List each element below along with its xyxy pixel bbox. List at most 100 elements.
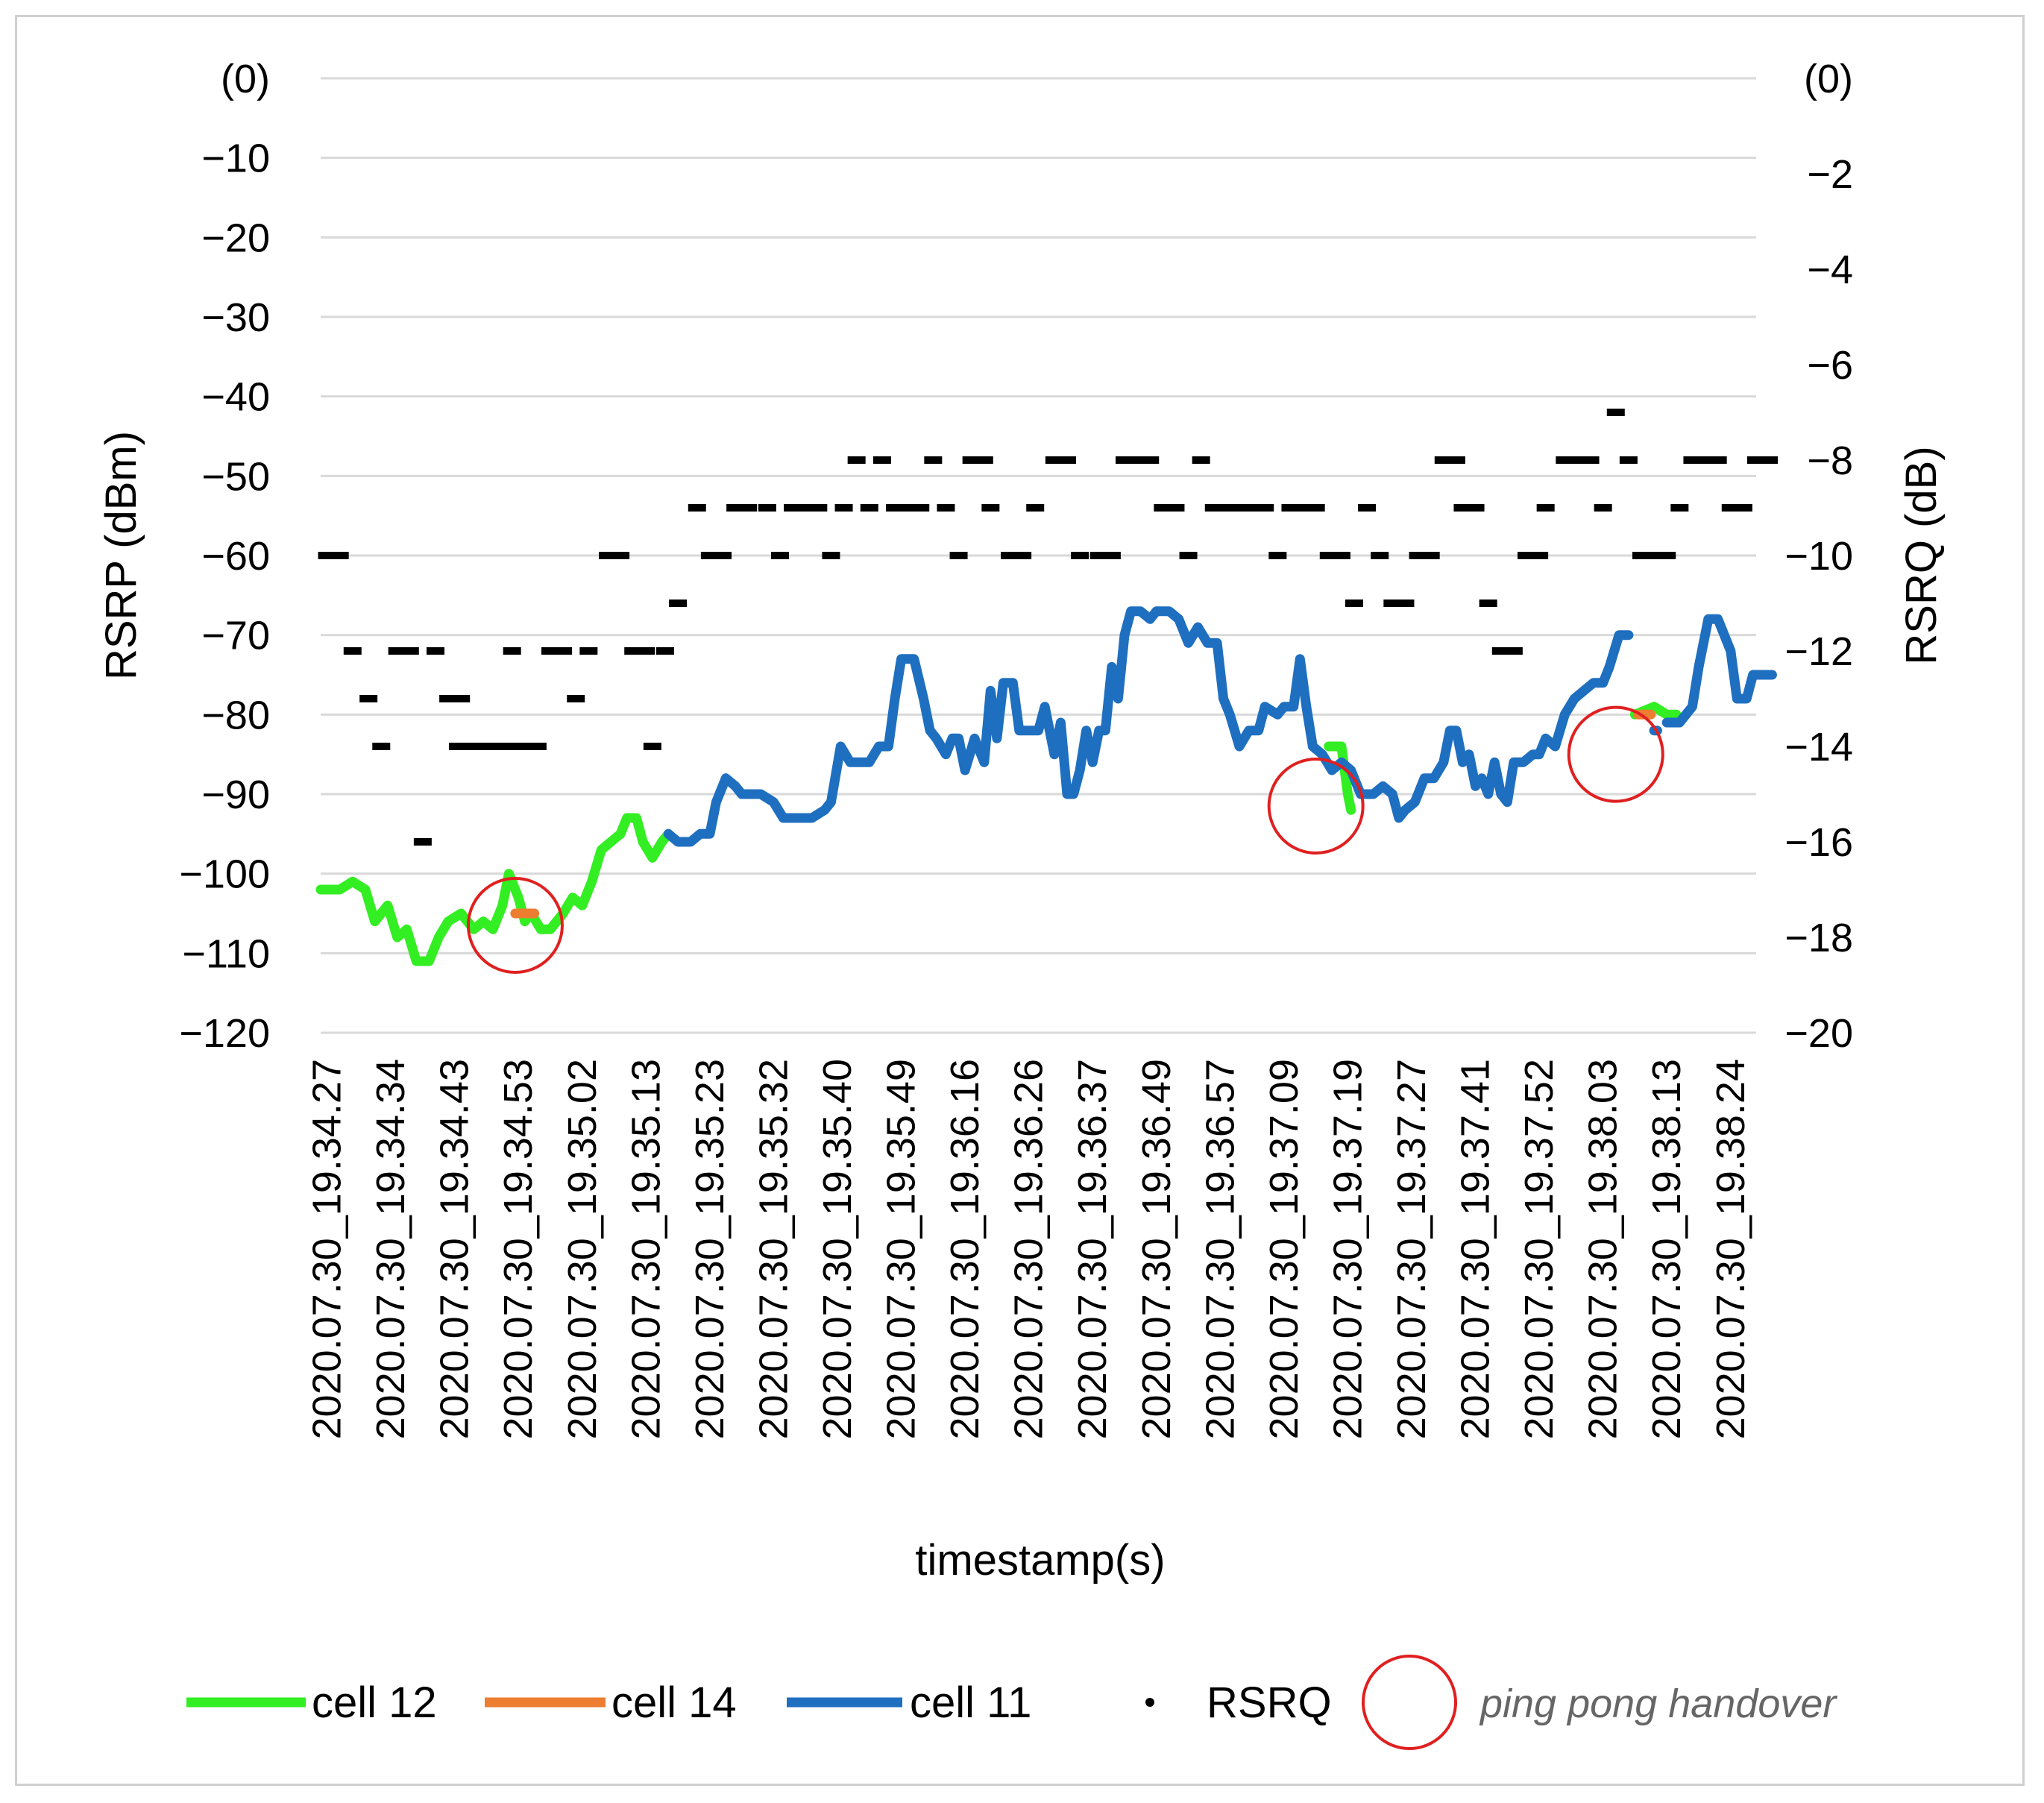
legend-label: RSRQ xyxy=(1207,1678,1332,1727)
rsrq-point xyxy=(1358,504,1377,512)
rsrq-point xyxy=(1491,647,1510,655)
rsrq-point xyxy=(1504,647,1523,655)
chart-frame xyxy=(15,15,2025,1786)
x-tick-label: 2020.07.30_19.35.40 xyxy=(815,1059,860,1440)
rsrq-point xyxy=(809,504,828,512)
rsrq-point xyxy=(688,504,706,512)
cell-12-line-segment xyxy=(1324,741,1356,815)
rsrq-point xyxy=(330,552,349,559)
x-tick-label: 2020.07.30_19.38.03 xyxy=(1581,1059,1626,1440)
x-tick-label: 2020.07.30_19.35.23 xyxy=(688,1059,732,1440)
rsrq-point xyxy=(503,743,521,750)
rsrq-point xyxy=(1001,552,1019,559)
rsrq-point xyxy=(758,504,776,512)
rsrq-point xyxy=(1396,600,1415,607)
cell-11-line-segment xyxy=(663,606,1634,847)
right-tick-label: −12 xyxy=(1784,629,1853,674)
rsrq-point xyxy=(1154,504,1172,512)
rsrq-point xyxy=(1345,600,1363,607)
left-tick-label: −80 xyxy=(201,693,270,737)
right-tick-label: −8 xyxy=(1807,438,1853,483)
rsrq-point xyxy=(1632,552,1650,559)
x-tick-label: 2020.07.30_19.36.26 xyxy=(1007,1059,1051,1440)
rsrq-point xyxy=(1568,456,1587,464)
rsrq-point xyxy=(359,695,378,702)
rsrq-point xyxy=(1204,504,1223,512)
rsrq-point xyxy=(1116,456,1133,464)
rsrq-point xyxy=(1447,456,1465,464)
rsrq-point xyxy=(1141,456,1160,464)
legend-swatch xyxy=(1145,1698,1154,1707)
rsrq-point xyxy=(1606,409,1625,416)
rsrq-point xyxy=(1128,456,1147,464)
rsrq-point xyxy=(899,504,917,512)
rsrq-point xyxy=(1089,552,1108,559)
rsrq-point xyxy=(1306,504,1325,512)
rsrq-point xyxy=(611,552,630,559)
rsrq-point xyxy=(834,504,853,512)
rsrq-point xyxy=(1518,552,1535,559)
rsrq-point xyxy=(1434,456,1453,464)
rsrq-point xyxy=(400,647,419,655)
rsrq-point xyxy=(1683,456,1702,464)
left-tick-label: −120 xyxy=(179,1011,270,1056)
x-tick-label: 2020.07.30_19.38.24 xyxy=(1708,1059,1753,1440)
rsrq-point xyxy=(579,647,598,655)
rsrq-point xyxy=(528,743,547,750)
left-tick-label: −50 xyxy=(201,454,270,499)
rsrq-point xyxy=(554,647,573,655)
rsrq-point xyxy=(1071,552,1089,559)
rsrq-point xyxy=(1581,456,1600,464)
x-tick-label: 2020.07.30_19.34.43 xyxy=(433,1059,477,1440)
rsrq-point xyxy=(318,552,336,559)
rsrq-point xyxy=(669,600,688,607)
rsrq-point xyxy=(1319,552,1338,559)
rsrq-point xyxy=(503,647,521,655)
x-tick-label: 2020.07.30_19.36.57 xyxy=(1198,1059,1242,1440)
rsrq-point xyxy=(822,552,840,559)
rsrq-point xyxy=(1179,552,1198,559)
rsrq-point xyxy=(1619,456,1638,464)
rsrq-point xyxy=(643,743,661,750)
right-tick-label: −10 xyxy=(1784,534,1853,579)
rsrq-point xyxy=(1371,552,1389,559)
rsrq-point xyxy=(567,695,585,702)
x-tick-label: 2020.07.30_19.37.19 xyxy=(1325,1059,1370,1440)
right-axis-ticks: (0) −2 −4 −6 −8 −10 −12 −14 −16 −18 −20 xyxy=(1784,57,1853,1056)
rsrq-point xyxy=(541,647,559,655)
rsrq-point xyxy=(427,647,444,655)
rsrq-point xyxy=(981,504,1000,512)
ping-pong-circle xyxy=(1267,758,1365,855)
x-tick-label: 2020.07.30_19.37.41 xyxy=(1453,1059,1498,1440)
rsrq-point xyxy=(1230,504,1248,512)
legend-label: cell 14 xyxy=(611,1678,737,1727)
rsrq-point xyxy=(1268,552,1287,559)
rsrq-point xyxy=(1058,456,1076,464)
left-tick-label: −30 xyxy=(201,295,270,340)
rsrq-point xyxy=(1530,552,1549,559)
rsrq-point xyxy=(1479,600,1497,607)
rsrq-point xyxy=(796,504,815,512)
rsrq-points xyxy=(318,409,1779,846)
x-tick-label: 2020.07.30_19.34.34 xyxy=(368,1059,413,1440)
rsrq-point xyxy=(924,456,943,464)
right-tick-label: −20 xyxy=(1784,1011,1853,1056)
rsrq-point xyxy=(1670,504,1689,512)
left-tick-label: −70 xyxy=(201,614,270,658)
rsrq-point xyxy=(439,695,458,702)
rsrq-point xyxy=(1721,504,1740,512)
rsrq-point xyxy=(465,743,483,750)
left-tick-label: −10 xyxy=(201,136,270,181)
rsrq-point xyxy=(1294,504,1312,512)
rsrq-point xyxy=(1696,456,1714,464)
rsrq-point xyxy=(343,647,362,655)
rsrq-point xyxy=(477,743,496,750)
rsrq-point xyxy=(1645,552,1664,559)
left-tick-label: −100 xyxy=(179,852,270,897)
x-tick-label: 2020.07.30_19.37.52 xyxy=(1517,1059,1562,1440)
rsrq-point xyxy=(937,504,955,512)
rsrq-point xyxy=(515,743,534,750)
rsrq-point xyxy=(1281,504,1300,512)
ping-pong-circle xyxy=(466,877,564,974)
